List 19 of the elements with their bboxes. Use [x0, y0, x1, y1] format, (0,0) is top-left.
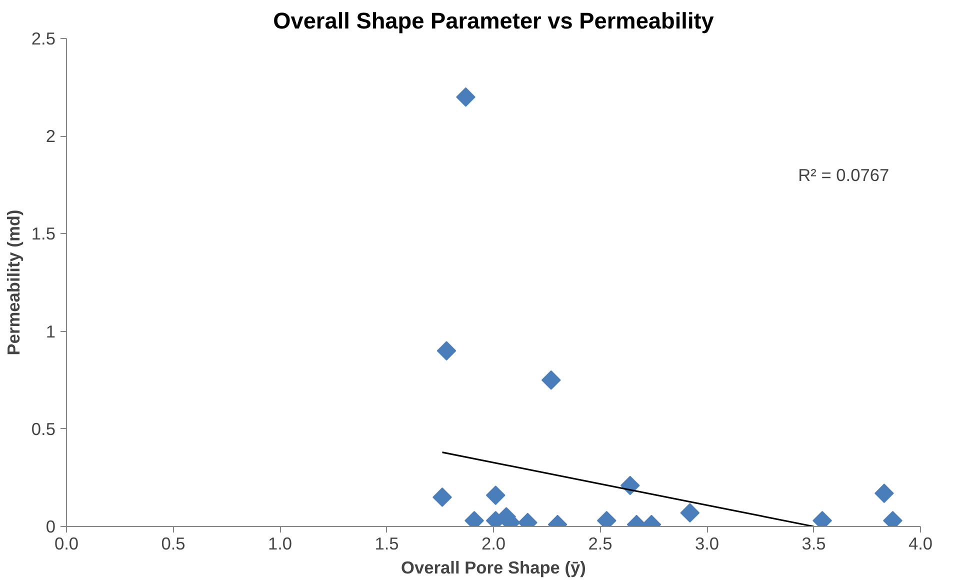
y-tick-label: 1 — [46, 321, 56, 342]
x-tick-label: 2.0 — [481, 534, 506, 554]
x-tick-label: 4.0 — [908, 534, 933, 554]
y-tick-label: 2 — [46, 126, 56, 146]
y-axis-title: Permeability (md) — [3, 210, 24, 356]
x-tick-label: 0.5 — [161, 534, 186, 554]
x-tick-label: 3.5 — [802, 534, 826, 554]
y-tick-label: 2.5 — [31, 28, 56, 48]
annotation: R² = 0.0767 — [798, 165, 890, 186]
chart-title: Overall Shape Parameter vs Permeability — [273, 8, 714, 34]
y-tick-label: 0 — [46, 516, 56, 536]
x-axis-title: Overall Pore Shape (ȳ) — [401, 558, 586, 578]
y-tick-label: 1.5 — [31, 224, 56, 244]
x-tick-label: 0.0 — [54, 534, 79, 554]
x-tick-label: 1.0 — [268, 534, 292, 554]
x-tick-label: 3.0 — [694, 534, 720, 554]
x-tick-label: 2.5 — [588, 534, 612, 554]
x-tick-label: 1.5 — [374, 534, 399, 554]
y-tick-label: 0.5 — [31, 418, 56, 439]
